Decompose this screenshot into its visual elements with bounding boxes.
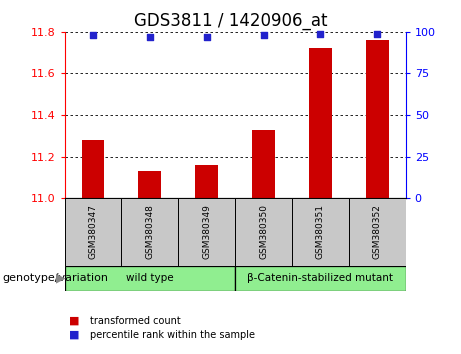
Text: ▶: ▶ [56,272,66,285]
Bar [121,198,178,266]
Text: wild type: wild type [126,273,174,283]
Text: percentile rank within the sample: percentile rank within the sample [90,330,255,339]
Bar [195,165,218,198]
Text: genotype/variation: genotype/variation [2,273,108,283]
Text: GSM380348: GSM380348 [145,204,154,259]
Bar [292,198,349,266]
Bar [138,171,161,198]
Bar [252,130,275,198]
Text: transformed count: transformed count [90,316,181,326]
Bar [65,198,121,266]
Bar [178,198,235,266]
Text: GSM380351: GSM380351 [316,204,325,259]
Bar [235,198,292,266]
Text: ■: ■ [69,330,80,339]
Point [373,31,381,36]
Text: ■: ■ [69,316,80,326]
Text: GSM380347: GSM380347 [89,204,97,259]
Text: GSM380350: GSM380350 [259,204,268,259]
Bar [65,266,235,291]
Text: GSM380349: GSM380349 [202,204,211,259]
Bar [235,266,406,291]
Bar [82,140,104,198]
Bar [309,48,332,198]
Bar [366,40,389,198]
Text: β-Catenin-stabilized mutant: β-Catenin-stabilized mutant [248,273,393,283]
Point [203,34,210,40]
Point [89,32,97,38]
Text: GDS3811 / 1420906_at: GDS3811 / 1420906_at [134,12,327,30]
Point [260,32,267,38]
Text: GSM380352: GSM380352 [373,204,382,259]
Point [146,34,154,40]
Point [317,31,324,36]
Bar [349,198,406,266]
